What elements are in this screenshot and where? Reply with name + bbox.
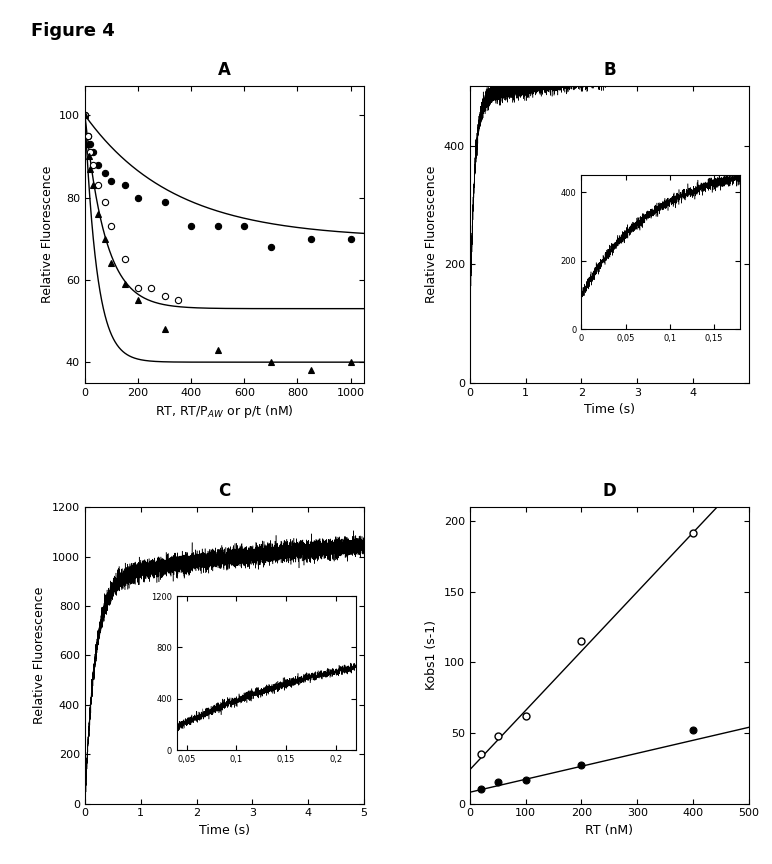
Title: B: B — [603, 61, 616, 79]
X-axis label: RT, RT/P$_{AW}$ or p/t (nM): RT, RT/P$_{AW}$ or p/t (nM) — [155, 403, 293, 420]
Title: C: C — [218, 482, 231, 500]
Y-axis label: Relative Fluorescence: Relative Fluorescence — [425, 166, 438, 303]
X-axis label: Time (s): Time (s) — [584, 403, 635, 416]
Text: Figure 4: Figure 4 — [31, 22, 114, 40]
Y-axis label: Kobs1 (s-1): Kobs1 (s-1) — [425, 620, 438, 690]
Title: A: A — [218, 61, 231, 79]
Title: D: D — [602, 482, 616, 500]
X-axis label: RT (nM): RT (nM) — [585, 824, 633, 837]
X-axis label: Time (s): Time (s) — [199, 824, 250, 837]
Y-axis label: Relative Fluorescence: Relative Fluorescence — [33, 587, 46, 724]
Y-axis label: Relative Fluorescence: Relative Fluorescence — [40, 166, 53, 303]
